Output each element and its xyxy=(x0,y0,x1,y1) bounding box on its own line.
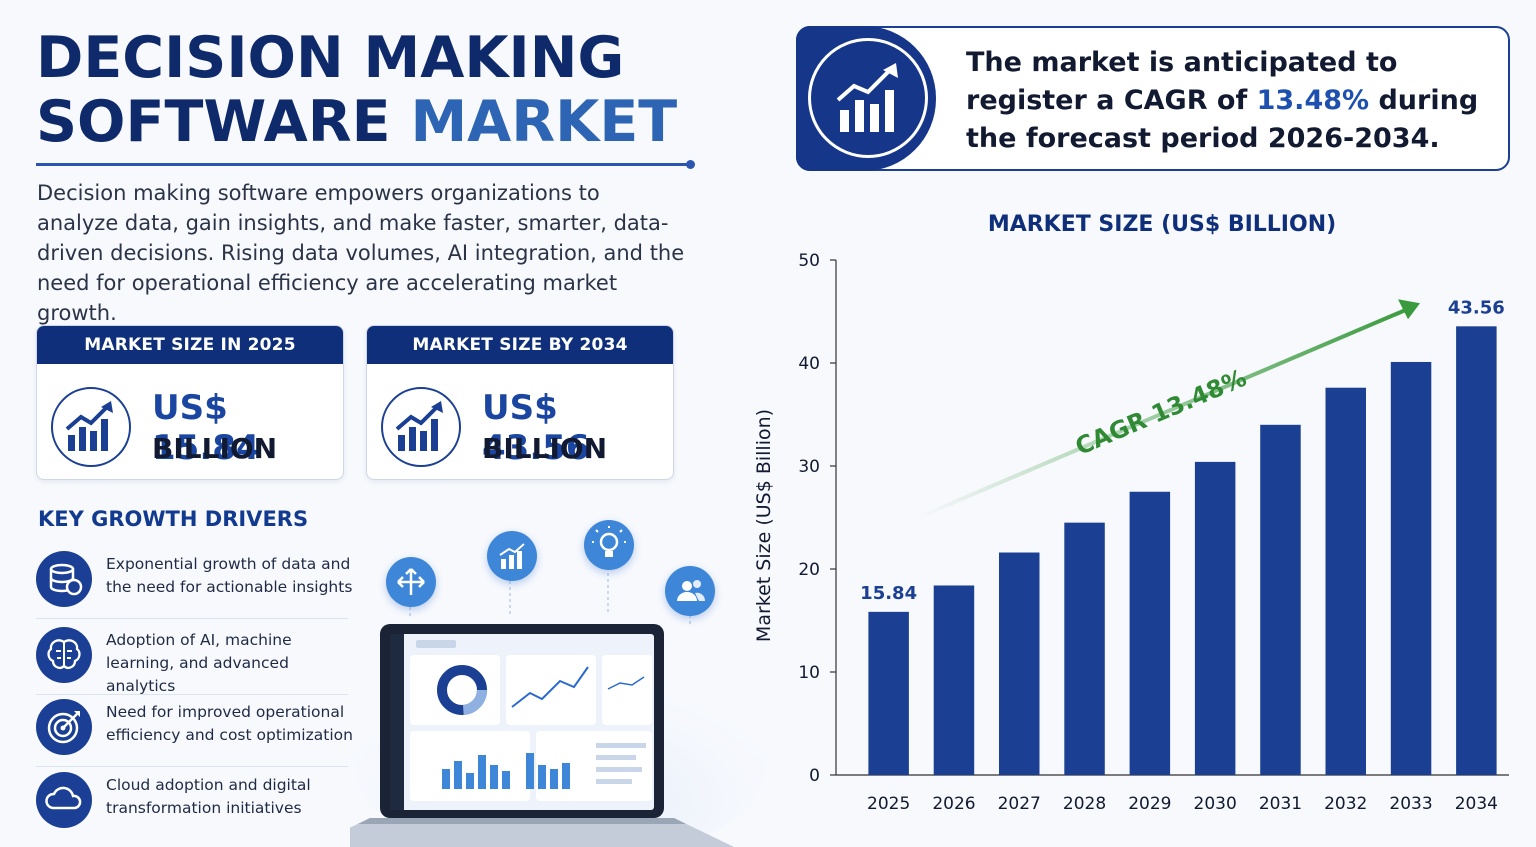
driver-text: Need for improved operational efficiency… xyxy=(106,703,353,744)
card-unit: BILLION xyxy=(152,432,278,465)
bar-2025 xyxy=(868,611,909,775)
bar-2027 xyxy=(999,552,1040,775)
cagr-arrow-head xyxy=(1398,299,1420,320)
title-line-2: SOFTWARE MARKET xyxy=(36,90,677,154)
y-tick-label: 30 xyxy=(798,457,820,477)
bar-chart-icon xyxy=(487,531,537,581)
y-tick-label: 0 xyxy=(809,766,820,786)
driver-item: Exponential growth of data and the need … xyxy=(36,547,352,619)
divider xyxy=(36,618,348,619)
page-title: DECISION MAKING SOFTWARE MARKET xyxy=(36,26,677,154)
y-tick-label: 20 xyxy=(798,560,820,580)
cagr-annotation: CAGR 13.48% xyxy=(1071,364,1250,461)
x-tick-label: 2034 xyxy=(1455,794,1498,814)
divider xyxy=(36,766,348,767)
bar-2026 xyxy=(933,585,975,775)
x-tick-label: 2032 xyxy=(1324,794,1367,814)
title-divider xyxy=(36,160,695,169)
x-tick-label: 2030 xyxy=(1194,794,1237,814)
cagr-text-pre: The market is anticipated to register a … xyxy=(966,47,1398,116)
y-tick-label: 50 xyxy=(798,251,820,271)
x-tick-label: 2026 xyxy=(932,794,975,814)
description-text: Decision making software empowers organi… xyxy=(37,181,685,325)
x-tick-label: 2033 xyxy=(1389,794,1432,814)
bar-2033 xyxy=(1390,361,1432,775)
driver-item: Cloud adoption and digital transformatio… xyxy=(36,768,348,834)
cagr-text-post: during the forecast period 2026-2034. xyxy=(966,85,1479,154)
bar-2032 xyxy=(1325,387,1366,775)
y-tick-label: 40 xyxy=(798,354,820,374)
cagr-trend-arrow xyxy=(917,305,1413,520)
title-line-1: DECISION MAKING xyxy=(36,25,625,91)
card-value: US$ 15.84 xyxy=(152,388,260,468)
chart-title: MARKET SIZE (US$ BILLION) xyxy=(988,212,1336,237)
growth-chart-icon xyxy=(808,38,928,158)
x-tick-label: 2028 xyxy=(1063,794,1106,814)
bar-2031 xyxy=(1260,424,1301,775)
bar-2030 xyxy=(1194,461,1236,775)
target-icon xyxy=(36,699,92,755)
driver-text: Cloud adoption and digital transformatio… xyxy=(106,776,311,817)
growth-chart-icon xyxy=(51,387,131,467)
database-icon xyxy=(36,551,92,607)
bar-2029 xyxy=(1129,491,1171,775)
driver-text: Exponential growth of data and the need … xyxy=(106,555,353,596)
y-tick-label: 10 xyxy=(798,663,820,683)
data-label-2025: 15.84 xyxy=(860,583,917,604)
title-word-market: MARKET xyxy=(410,89,678,155)
card-header: MARKET SIZE BY 2034 xyxy=(367,326,673,364)
lightbulb-icon xyxy=(584,520,634,570)
drivers-heading: KEY GROWTH DRIVERS xyxy=(38,507,309,531)
x-tick-label: 2029 xyxy=(1128,794,1171,814)
cloud-icon xyxy=(36,772,92,828)
bar-2034 xyxy=(1456,326,1497,775)
card-header: MARKET SIZE IN 2025 xyxy=(37,326,343,364)
y-axis-label: Market Size (US$ Billion) xyxy=(753,409,775,642)
market-size-chart: MARKET SIZE (US$ BILLION) Market Size (US… xyxy=(753,212,1509,814)
cagr-value: 13.48% xyxy=(1256,85,1370,116)
market-size-2034-card: MARKET SIZE BY 2034 US$ 43.56 BILLION xyxy=(366,325,674,480)
laptop-illustration xyxy=(350,555,770,847)
cagr-statement: The market is anticipated to register a … xyxy=(966,44,1496,158)
market-size-2025-card: MARKET SIZE IN 2025 US$ 15.84 BILLION xyxy=(36,325,344,480)
driver-item: Need for improved operational efficiency… xyxy=(36,695,353,767)
data-label-2034: 43.56 xyxy=(1448,297,1505,318)
divider xyxy=(36,694,348,695)
growth-chart-icon xyxy=(381,387,461,467)
network-arrows-icon xyxy=(386,557,436,607)
bar-2028 xyxy=(1064,522,1105,775)
x-tick-label: 2031 xyxy=(1259,794,1302,814)
users-icon xyxy=(665,566,715,616)
x-tick-label: 2025 xyxy=(867,794,910,814)
card-unit: BILLION xyxy=(482,432,608,465)
brain-icon xyxy=(36,627,92,683)
x-tick-label: 2027 xyxy=(998,794,1041,814)
card-value: US$ 43.56 xyxy=(482,388,590,468)
driver-text: Adoption of AI, machine learning, and ad… xyxy=(106,631,292,695)
title-word-software: SOFTWARE xyxy=(36,89,391,155)
driver-item: Adoption of AI, machine learning, and ad… xyxy=(36,623,348,695)
